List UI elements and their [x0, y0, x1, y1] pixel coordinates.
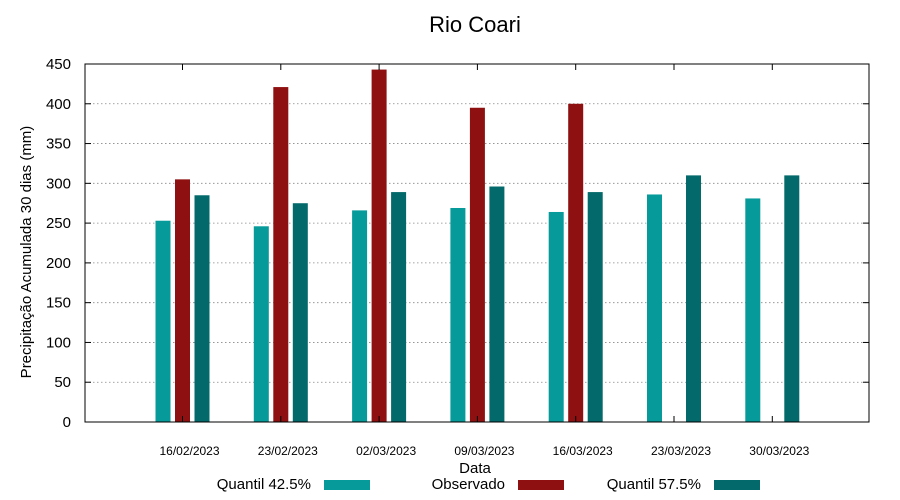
bar: [175, 179, 190, 422]
bar: [391, 192, 407, 422]
x-tick-label: 23/03/2023: [651, 444, 711, 458]
bar: [784, 175, 800, 422]
x-tick-label: 16/03/2023: [553, 444, 613, 458]
y-tick-label: 450: [46, 56, 71, 73]
y-tick-label: 400: [46, 96, 71, 113]
bar: [686, 175, 701, 422]
bar: [469, 107, 485, 422]
y-tick-label: 300: [46, 175, 71, 192]
legend-label: Quantil 42.5%: [217, 476, 311, 493]
bars: [155, 69, 800, 423]
y-axis-label: Precipitação Acumulada 30 dias (mm): [18, 126, 35, 379]
y-tick-label: 0: [63, 414, 71, 431]
x-tick-label: 23/02/2023: [258, 444, 318, 458]
y-tick-label: 100: [46, 334, 71, 351]
bar: [155, 220, 171, 422]
y-tick-label: 250: [46, 215, 71, 232]
bar: [745, 198, 761, 422]
bar: [450, 207, 466, 422]
bar: [194, 195, 210, 422]
y-tick-label: 200: [46, 255, 71, 272]
legend-label: Observado: [432, 476, 505, 493]
legend-swatch: [518, 480, 564, 490]
y-axis-ticks: 0 50 100 150 200 250 300 350 400 450: [46, 56, 869, 431]
bar: [587, 192, 603, 422]
legend-label: Quantil 57.5%: [607, 476, 701, 493]
bar: [253, 226, 269, 422]
bar: [489, 186, 505, 422]
bar: [568, 103, 584, 423]
bar: [273, 87, 289, 423]
bar: [647, 194, 662, 422]
bar: [292, 203, 308, 422]
x-axis-ticks: 16/02/2023 23/02/2023 02/03/2023 09/03/2023…: [159, 64, 810, 458]
x-tick-label: 16/02/2023: [159, 444, 219, 458]
y-tick-label: 350: [46, 136, 71, 153]
legend-swatch: [324, 480, 370, 490]
x-tick-label: 30/03/2023: [749, 444, 809, 458]
legend-swatch: [714, 480, 760, 490]
bar: [548, 211, 564, 422]
chart-title: Rio Coari: [429, 12, 521, 37]
y-tick-label: 50: [54, 374, 71, 391]
y-tick-label: 150: [46, 295, 71, 312]
bar: [352, 210, 368, 422]
x-axis-label: Data: [459, 460, 491, 477]
x-tick-label: 09/03/2023: [454, 444, 514, 458]
legend: Quantil 42.5% Observado Quantil 57.5%: [217, 476, 760, 493]
bar: [371, 69, 387, 423]
x-tick-label: 02/03/2023: [356, 444, 416, 458]
